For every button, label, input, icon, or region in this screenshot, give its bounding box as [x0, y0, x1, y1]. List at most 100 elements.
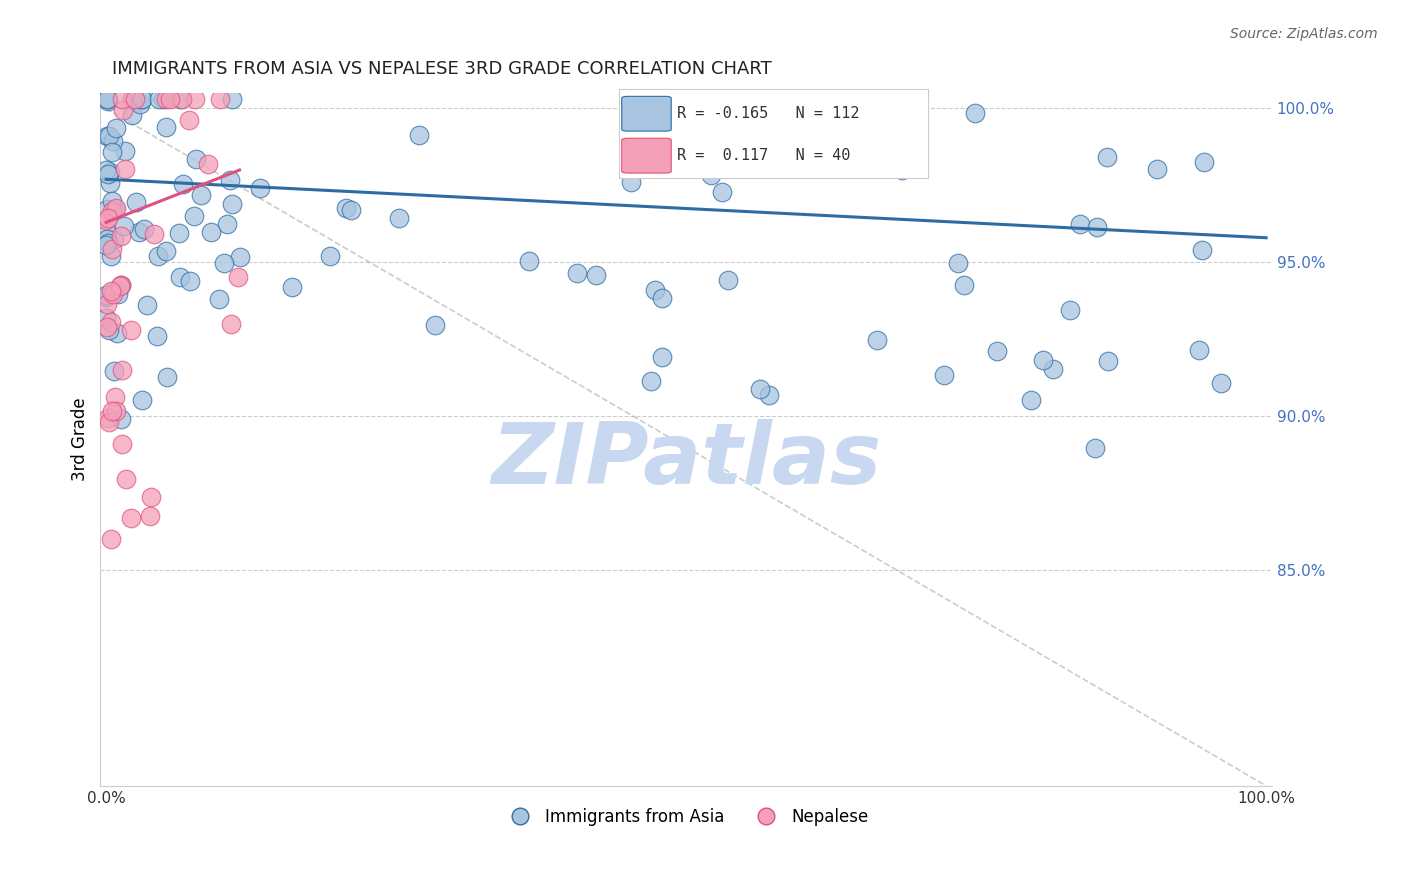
Immigrants from Asia: [229, 250, 252, 264]
Nepalese: [114, 162, 136, 177]
Immigrants from Asia: [145, 329, 167, 343]
Immigrants from Asia: [212, 256, 235, 270]
Immigrants from Asia: [97, 128, 120, 143]
Immigrants from Asia: [221, 92, 243, 106]
Immigrants from Asia: [218, 172, 240, 186]
Immigrants from Asia: [644, 283, 666, 297]
Immigrants from Asia: [963, 106, 986, 120]
Immigrants from Asia: [221, 197, 243, 211]
Immigrants from Asia: [125, 194, 148, 209]
Immigrants from Asia: [100, 164, 122, 178]
Immigrants from Asia: [97, 236, 120, 251]
Immigrants from Asia: [96, 163, 118, 178]
Immigrants from Asia: [1146, 162, 1168, 177]
Immigrants from Asia: [103, 231, 125, 245]
Nepalese: [97, 211, 120, 225]
Immigrants from Asia: [105, 326, 128, 340]
Immigrants from Asia: [104, 202, 127, 216]
Immigrants from Asia: [700, 168, 723, 182]
Nepalese: [111, 363, 134, 377]
Immigrants from Asia: [807, 152, 830, 166]
Nepalese: [100, 314, 122, 328]
Nepalese: [101, 403, 124, 417]
Immigrants from Asia: [146, 249, 169, 263]
Immigrants from Asia: [179, 274, 201, 288]
Immigrants from Asia: [651, 291, 673, 305]
Text: R = -0.165   N = 112: R = -0.165 N = 112: [678, 106, 860, 121]
Immigrants from Asia: [890, 162, 912, 177]
Nepalese: [112, 103, 135, 117]
Immigrants from Asia: [866, 333, 889, 347]
Immigrants from Asia: [215, 217, 238, 231]
Nepalese: [219, 318, 242, 332]
Immigrants from Asia: [281, 280, 304, 294]
Legend: Immigrants from Asia, Nepalese: Immigrants from Asia, Nepalese: [496, 802, 876, 833]
Immigrants from Asia: [200, 225, 222, 239]
Immigrants from Asia: [585, 268, 607, 283]
Immigrants from Asia: [101, 145, 124, 159]
Nepalese: [100, 284, 122, 298]
Nepalese: [155, 92, 177, 106]
Text: ZIPatlas: ZIPatlas: [491, 418, 882, 501]
Immigrants from Asia: [169, 269, 191, 284]
Immigrants from Asia: [110, 412, 132, 426]
Immigrants from Asia: [152, 92, 174, 106]
Immigrants from Asia: [128, 225, 150, 239]
Immigrants from Asia: [131, 92, 153, 106]
Immigrants from Asia: [129, 97, 152, 112]
Immigrants from Asia: [249, 181, 271, 195]
Immigrants from Asia: [98, 323, 121, 337]
Immigrants from Asia: [620, 102, 643, 116]
Nepalese: [111, 436, 134, 450]
Immigrants from Asia: [565, 266, 588, 280]
Immigrants from Asia: [110, 278, 132, 293]
Immigrants from Asia: [96, 202, 118, 216]
Immigrants from Asia: [96, 290, 118, 304]
Nepalese: [139, 491, 162, 505]
Nepalese: [97, 411, 120, 425]
Immigrants from Asia: [148, 92, 170, 106]
Immigrants from Asia: [1032, 353, 1054, 368]
Nepalese: [120, 511, 142, 525]
Immigrants from Asia: [716, 111, 738, 125]
Immigrants from Asia: [96, 224, 118, 238]
FancyBboxPatch shape: [621, 138, 671, 173]
Immigrants from Asia: [104, 121, 127, 136]
Immigrants from Asia: [169, 92, 191, 106]
Immigrants from Asia: [101, 194, 124, 209]
Nepalese: [108, 278, 131, 293]
Nepalese: [170, 92, 193, 106]
Immigrants from Asia: [183, 209, 205, 223]
Nepalese: [101, 204, 124, 219]
Nepalese: [179, 113, 201, 128]
Immigrants from Asia: [135, 297, 157, 311]
Nepalese: [100, 533, 122, 547]
Nepalese: [111, 92, 134, 106]
Immigrants from Asia: [934, 368, 956, 382]
Nepalese: [139, 509, 162, 524]
Y-axis label: 3rd Grade: 3rd Grade: [72, 398, 89, 481]
Nepalese: [115, 472, 138, 486]
Immigrants from Asia: [758, 388, 780, 402]
Nepalese: [96, 297, 118, 311]
Immigrants from Asia: [1069, 217, 1091, 231]
Immigrants from Asia: [1021, 393, 1043, 408]
Immigrants from Asia: [986, 344, 1008, 359]
Immigrants from Asia: [620, 175, 643, 189]
Immigrants from Asia: [172, 177, 194, 191]
Immigrants from Asia: [121, 108, 143, 122]
Immigrants from Asia: [96, 92, 118, 106]
Immigrants from Asia: [953, 278, 976, 293]
Immigrants from Asia: [1211, 376, 1233, 390]
Immigrants from Asia: [103, 284, 125, 298]
Immigrants from Asia: [96, 231, 118, 245]
Text: Source: ZipAtlas.com: Source: ZipAtlas.com: [1230, 27, 1378, 41]
Immigrants from Asia: [748, 382, 770, 396]
Nepalese: [120, 323, 142, 337]
Immigrants from Asia: [1192, 155, 1215, 169]
Immigrants from Asia: [96, 237, 118, 252]
Nepalese: [124, 92, 146, 106]
Nepalese: [105, 403, 128, 417]
Nepalese: [100, 242, 122, 256]
Immigrants from Asia: [112, 219, 135, 234]
